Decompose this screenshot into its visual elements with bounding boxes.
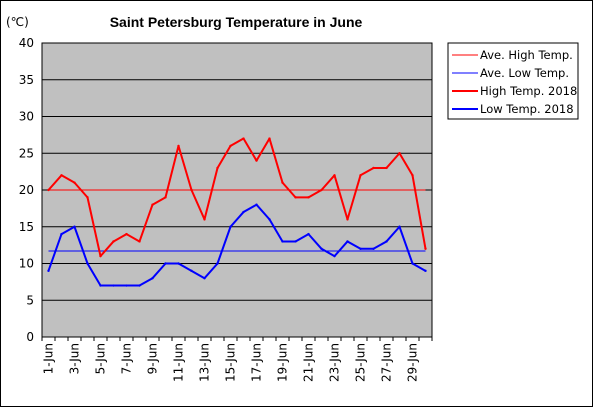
data-point-high-temp-2018 [177, 144, 180, 148]
data-point-low-temp-2018 [138, 284, 141, 287]
x-tick-label: 7-Jun [120, 343, 134, 374]
data-point-high-temp-2018 [216, 166, 219, 170]
data-point-low-temp-2018 [333, 254, 336, 258]
x-axis: 1-Jun 3-Jun 5-Jun 7-Jun 9-Jun 11-Jun 13-Jun 15-… [41, 337, 433, 382]
y-tick-label: 5 [26, 293, 34, 307]
data-point-high-temp-2018 [398, 152, 401, 155]
data-point-high-temp-2018 [138, 240, 141, 243]
data-point-high-temp-2018 [47, 188, 50, 192]
data-point-high-temp-2018 [151, 203, 154, 206]
data-point-low-temp-2018 [424, 269, 427, 273]
data-point-low-temp-2018 [359, 247, 362, 250]
x-tick-label: 27-Jun [380, 343, 394, 382]
data-point-high-temp-2018 [268, 137, 271, 140]
data-point-high-temp-2018 [229, 144, 232, 148]
x-tick-label: 19-Jun [276, 343, 290, 382]
data-point-high-temp-2018 [346, 218, 349, 221]
data-point-high-temp-2018 [281, 181, 284, 184]
series-lines [47, 137, 427, 287]
legend-label: Ave. High Temp. [480, 48, 573, 62]
y-tick-label: 20 [19, 183, 34, 197]
data-point-low-temp-2018 [281, 240, 284, 243]
y-tick-label: 30 [19, 110, 34, 124]
data-point-high-temp-2018 [86, 196, 89, 199]
y-tick-label: 35 [19, 73, 34, 87]
x-tick-label: 15-Jun [224, 343, 238, 382]
series-line-high-temp-2018 [47, 137, 427, 258]
data-point-low-temp-2018 [411, 262, 414, 265]
legend: Ave. High Temp. Ave. Low Temp. High Temp. … [447, 42, 579, 120]
x-tick-label: 21-Jun [302, 343, 316, 382]
y-tick-label: 15 [19, 220, 34, 234]
data-point-high-temp-2018 [112, 240, 115, 243]
x-tick-label: 5-Jun [94, 343, 108, 374]
legend-label: High Temp. 2018 [480, 84, 577, 98]
x-tick-label: 17-Jun [250, 343, 264, 382]
data-point-high-temp-2018 [333, 174, 336, 177]
data-point-low-temp-2018 [47, 269, 50, 273]
x-tick-label: 23-Jun [328, 343, 342, 382]
data-point-low-temp-2018 [164, 262, 167, 265]
data-point-low-temp-2018 [385, 240, 388, 243]
data-point-low-temp-2018 [99, 284, 102, 287]
data-point-high-temp-2018 [60, 174, 63, 177]
data-point-low-temp-2018 [346, 240, 349, 243]
data-point-high-temp-2018 [99, 254, 102, 258]
data-point-low-temp-2018 [190, 269, 193, 273]
series-line-low-temp-2018 [47, 203, 426, 287]
x-tick-label: 11-Jun [172, 343, 186, 382]
data-point-low-temp-2018 [151, 277, 154, 280]
x-tick-label: 9-Jun [146, 343, 160, 374]
unit-label: (℃) [6, 15, 29, 29]
data-point-high-temp-2018 [372, 166, 375, 170]
y-tick-label: 0 [26, 330, 34, 344]
legend-label: Low Temp. 2018 [480, 102, 574, 116]
data-point-high-temp-2018 [411, 174, 414, 177]
data-point-low-temp-2018 [320, 247, 323, 250]
data-point-low-temp-2018 [307, 232, 310, 236]
x-tick-label: 3-Jun [68, 343, 82, 374]
chart-title: Saint Petersburg Temperature in June [110, 14, 363, 30]
data-point-low-temp-2018 [398, 225, 401, 228]
y-tick-label: 25 [19, 146, 34, 160]
x-tick-label: 25-Jun [354, 343, 368, 382]
data-point-low-temp-2018 [255, 203, 258, 206]
data-point-high-temp-2018 [255, 159, 258, 162]
data-point-low-temp-2018 [216, 262, 219, 265]
data-point-low-temp-2018 [112, 284, 115, 287]
data-point-low-temp-2018 [86, 262, 89, 265]
data-point-low-temp-2018 [294, 240, 297, 243]
x-tick-label: 29-Jun [406, 343, 420, 382]
data-point-high-temp-2018 [190, 188, 193, 192]
data-point-high-temp-2018 [125, 232, 128, 236]
legend-label: Ave. Low Temp. [480, 66, 569, 80]
data-point-high-temp-2018 [242, 137, 245, 140]
data-point-low-temp-2018 [242, 210, 245, 214]
data-point-high-temp-2018 [307, 196, 310, 199]
data-point-low-temp-2018 [177, 262, 180, 265]
data-point-high-temp-2018 [424, 247, 427, 250]
y-axis: 0 5 10 15 20 25 30 35 40 [19, 36, 34, 344]
data-point-low-temp-2018 [372, 247, 375, 250]
data-point-high-temp-2018 [203, 218, 206, 221]
data-point-high-temp-2018 [294, 196, 297, 199]
y-tick-label: 40 [19, 36, 34, 50]
legend-box [447, 42, 579, 120]
data-point-high-temp-2018 [359, 174, 362, 177]
data-point-high-temp-2018 [320, 188, 323, 192]
data-point-high-temp-2018 [385, 166, 388, 170]
x-tick-label: 13-Jun [198, 343, 212, 382]
data-point-low-temp-2018 [229, 225, 232, 228]
data-point-low-temp-2018 [73, 225, 76, 228]
data-point-low-temp-2018 [268, 218, 271, 221]
data-point-high-temp-2018 [164, 196, 167, 199]
x-tick-label: 1-Jun [42, 343, 56, 374]
data-point-high-temp-2018 [73, 181, 76, 184]
y-tick-label: 10 [19, 257, 34, 271]
data-point-low-temp-2018 [125, 284, 128, 287]
data-point-low-temp-2018 [60, 232, 63, 236]
data-point-low-temp-2018 [203, 277, 206, 280]
